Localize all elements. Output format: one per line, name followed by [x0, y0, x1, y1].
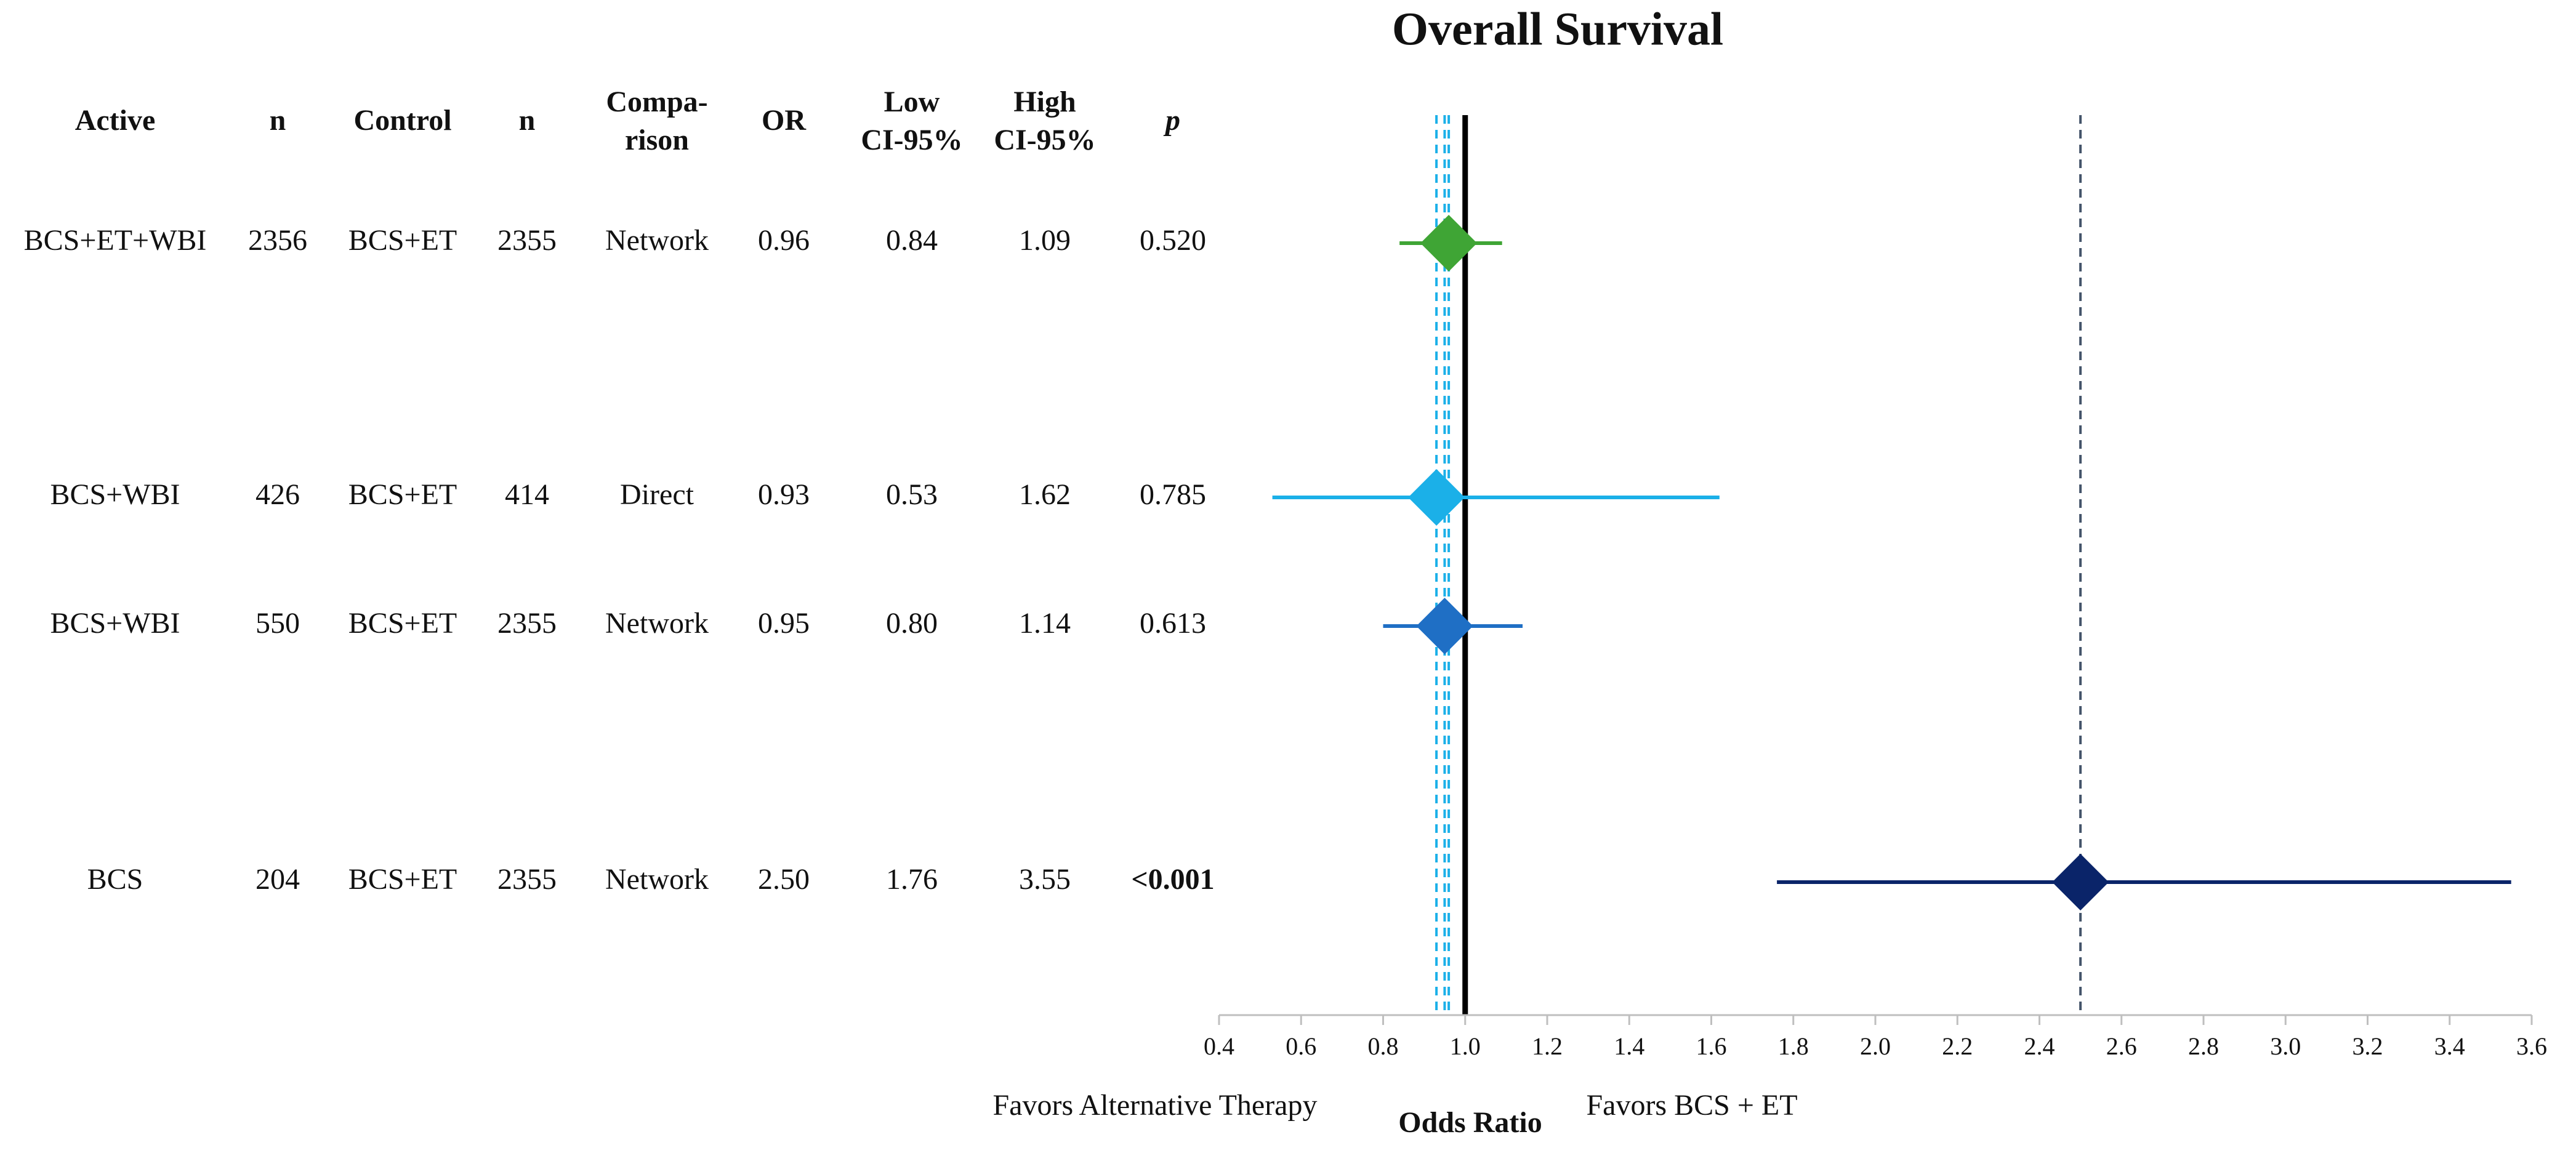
p-value: 0.613	[1140, 607, 1206, 640]
or-value: 2.50	[758, 863, 810, 896]
left-label: Favors Alternative Therapy	[993, 1089, 1318, 1122]
x-tick-label: 0.6	[1286, 1032, 1316, 1060]
or-value: 0.93	[758, 478, 810, 511]
chart-title: Overall Survival	[1392, 3, 1723, 55]
x-tick-label: 1.6	[1696, 1032, 1727, 1060]
table-cell: 2355	[497, 863, 557, 896]
or-value: 0.95	[758, 607, 810, 640]
column-header: Low	[884, 86, 940, 118]
low-value: 0.84	[886, 224, 938, 257]
high-value: 1.09	[1019, 224, 1071, 257]
high-value: 3.55	[1019, 863, 1071, 896]
table-cell: BCS+ET+WBI	[24, 224, 207, 257]
low-value: 1.76	[886, 863, 938, 896]
x-tick-label: 2.4	[2024, 1032, 2055, 1060]
x-tick-label: 0.4	[1204, 1032, 1234, 1060]
column-header: Control	[353, 104, 451, 137]
column-header: CI-95%	[861, 124, 962, 156]
x-tick-label: 2.2	[1942, 1032, 1973, 1060]
table-cell: BCS+ET	[348, 863, 457, 896]
column-header: rison	[625, 124, 689, 156]
column-header: p	[1163, 104, 1180, 137]
p-value: <0.001	[1131, 863, 1214, 896]
table-cell: 2356	[248, 224, 307, 257]
estimate-diamond	[2052, 854, 2109, 910]
column-header: High	[1013, 86, 1076, 118]
x-tick-label: 3.0	[2270, 1032, 2301, 1060]
p-value: 0.785	[1140, 478, 1206, 511]
estimate-diamond	[1420, 215, 1478, 271]
low-value: 0.80	[886, 607, 938, 640]
high-value: 1.14	[1019, 607, 1071, 640]
table-cell: BCS+ET	[348, 607, 457, 640]
table-cell: BCS+WBI	[50, 478, 180, 511]
x-tick-label: 3.6	[2516, 1032, 2547, 1060]
table-cell: 550	[256, 607, 300, 640]
x-tick-label: 1.0	[1450, 1032, 1481, 1060]
column-header: Active	[75, 104, 156, 137]
column-header: OR	[762, 104, 807, 137]
or-value: 0.96	[758, 224, 810, 257]
table-cell: Network	[605, 607, 709, 640]
table-cell: Network	[605, 224, 709, 257]
table-cell: Direct	[620, 478, 694, 511]
column-header: n	[270, 104, 286, 137]
x-tick-label: 2.8	[2188, 1032, 2219, 1060]
table-cell: Network	[605, 863, 709, 896]
x-axis-label: Odds Ratio	[1398, 1106, 1542, 1139]
right-label: Favors BCS + ET	[1586, 1089, 1797, 1122]
x-tick-label: 1.2	[1532, 1032, 1563, 1060]
table-cell: 426	[256, 478, 300, 511]
x-tick-label: 3.4	[2434, 1032, 2465, 1060]
x-tick-label: 3.2	[2353, 1032, 2383, 1060]
x-tick-label: 1.8	[1778, 1032, 1809, 1060]
table-cell: 414	[505, 478, 549, 511]
x-tick-label: 2.6	[2106, 1032, 2137, 1060]
table-cell: 2355	[497, 224, 557, 257]
p-value: 0.520	[1140, 224, 1206, 257]
low-value: 0.53	[886, 478, 938, 511]
table-cell: BCS+ET	[348, 478, 457, 511]
x-tick-label: 0.8	[1368, 1032, 1399, 1060]
column-header: Compa-	[606, 86, 707, 118]
table-cell: BCS+ET	[348, 224, 457, 257]
column-header: CI-95%	[994, 124, 1095, 156]
table-cell: 2355	[497, 607, 557, 640]
estimate-diamond	[1408, 469, 1465, 526]
table-cell: BCS	[87, 863, 143, 896]
table-cell: BCS+WBI	[50, 607, 180, 640]
high-value: 1.62	[1019, 478, 1071, 511]
estimate-diamond	[1416, 598, 1473, 654]
x-tick-label: 1.4	[1614, 1032, 1644, 1060]
table-cell: 204	[256, 863, 300, 896]
column-header: n	[519, 104, 536, 137]
x-tick-label: 2.0	[1860, 1032, 1891, 1060]
